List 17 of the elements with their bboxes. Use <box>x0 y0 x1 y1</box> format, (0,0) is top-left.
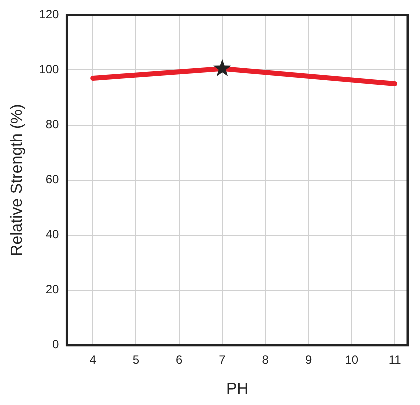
x-axis-title: PH <box>226 380 249 398</box>
y-tick-label: 40 <box>46 228 60 242</box>
x-tick-label: 8 <box>262 352 270 367</box>
y-tick-label: 100 <box>39 62 60 77</box>
x-tick-label: 6 <box>176 352 184 367</box>
x-tick-label: 7 <box>219 352 226 367</box>
y-tick-label: 120 <box>39 8 60 22</box>
y-tick-label: 20 <box>46 282 60 297</box>
x-tick-label: 10 <box>345 352 359 367</box>
x-tick-label: 5 <box>132 352 140 367</box>
y-tick-label: 60 <box>46 172 60 187</box>
x-tick-label: 11 <box>388 352 402 367</box>
x-tick-label: 4 <box>90 352 97 367</box>
y-axis-title: Relative Strength (%) <box>9 104 26 256</box>
y-tick-label: 80 <box>46 118 60 132</box>
y-tick-label: 0 <box>52 338 60 352</box>
x-tick-label: 9 <box>305 352 312 367</box>
